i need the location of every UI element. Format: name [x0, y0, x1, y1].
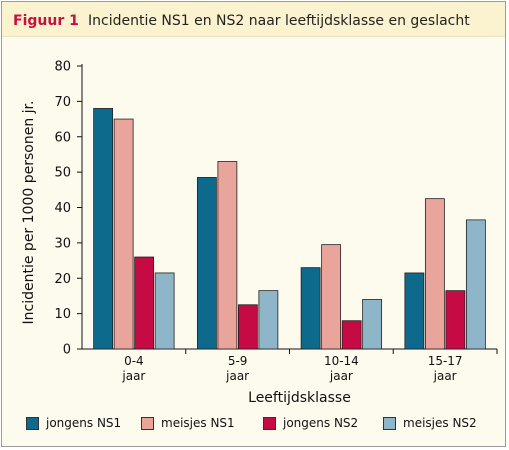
y-tick-label: 50 [54, 166, 71, 181]
bar [404, 272, 425, 350]
x-tick-label: 15-17 [428, 354, 463, 368]
bar [134, 256, 155, 350]
x-tick-label: 5-9 [228, 354, 248, 368]
y-tick-label: 10 [54, 307, 71, 322]
bar [321, 244, 342, 350]
figure-header: Figuur 1 Incidentie NS1 en NS2 naar leef… [2, 2, 505, 37]
legend-label: meisjes NS1 [161, 416, 235, 430]
legend-label: meisjes NS2 [403, 416, 477, 430]
bar [93, 108, 114, 350]
x-tick-label: 0-4 [124, 354, 144, 368]
chart-bars [93, 108, 486, 350]
figure-title: Incidentie NS1 en NS2 naar leeftijdsklas… [88, 13, 470, 29]
bar [341, 320, 362, 350]
legend-label: jongens NS2 [283, 416, 359, 430]
chart-legend: jongens NS1 meisjes NS1 jongens NS2 meisjes… [26, 414, 496, 434]
legend-swatch [263, 417, 276, 430]
bar [445, 290, 466, 350]
legend-label: jongens NS1 [46, 416, 122, 430]
y-tick-label: 80 [54, 60, 71, 75]
bar [113, 118, 134, 350]
bar [258, 290, 279, 350]
y-tick-label: 20 [54, 272, 71, 287]
figure-label: Figuur 1 [13, 13, 79, 29]
x-axis-title: Leeftijdsklasse [248, 390, 351, 406]
x-tick-label: 10-14 [324, 354, 359, 368]
x-tick-label: jaar [121, 369, 145, 383]
bar [424, 198, 445, 350]
bar [362, 299, 383, 350]
legend-swatch [141, 417, 154, 430]
x-tick-label: jaar [225, 369, 249, 383]
x-tick-label: jaar [433, 369, 457, 383]
y-tick-label: 60 [54, 130, 71, 145]
bar-chart: 0 10 20 30 40 50 60 70 80 Incidentie per 1000 per… [21, 60, 498, 407]
y-tick-label: 40 [54, 201, 71, 216]
y-tick-label: 0 [63, 343, 71, 358]
y-axis-title: Incidentie per 1000 personen jr. [21, 101, 37, 325]
x-tick-label: jaar [329, 369, 353, 383]
bar [154, 272, 175, 350]
y-tick-label: 30 [54, 236, 71, 251]
chart-labels: 0 10 20 30 40 50 60 70 80 Incidentie per 1000 per… [21, 60, 463, 407]
bar [465, 219, 486, 350]
bar [217, 161, 238, 350]
bar [300, 267, 321, 350]
bar [196, 177, 217, 350]
y-tick-label: 70 [54, 95, 71, 110]
bar [237, 304, 258, 350]
legend-swatch [383, 417, 396, 430]
legend-swatch [26, 417, 39, 430]
